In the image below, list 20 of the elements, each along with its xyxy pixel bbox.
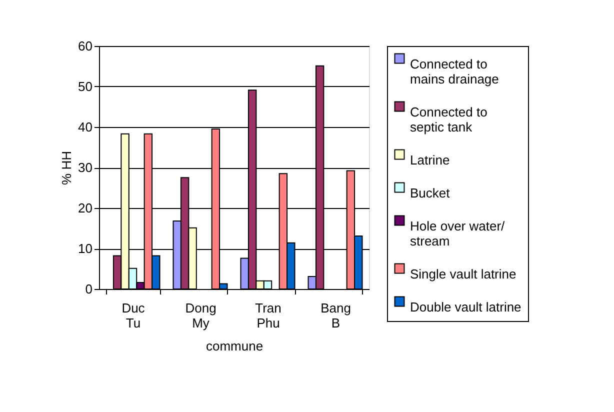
x-tick-label: Dong My [185, 300, 216, 330]
y-tick-label: 40 [78, 120, 92, 134]
y-tick-label: 0 [85, 282, 92, 296]
y-tick-label: 60 [78, 38, 92, 54]
legend-label: Bucket [410, 186, 450, 200]
x-tick-label: Bang B [320, 300, 351, 330]
legend-label: Latrine [410, 152, 450, 168]
legend-label: Double vault latrine [410, 300, 522, 314]
y-tick-label: 10 [78, 241, 92, 256]
y-tick-label: 30 [78, 160, 92, 175]
y-tick-label: 20 [78, 200, 92, 216]
y-tick-label: 50 [78, 79, 92, 94]
legend-label: Connected to mains drainage [410, 56, 499, 86]
legend-label: Connected to septic tank [410, 104, 488, 134]
y-axis-title: % HH [59, 151, 74, 185]
x-axis-title: commune [206, 338, 264, 354]
legend-label: Hole over water/ stream [410, 218, 506, 248]
x-tick-label: Duc Tu [122, 300, 146, 330]
x-tick-label: Tran Phu [255, 300, 282, 330]
legend-label: Single vault latrine [410, 266, 516, 282]
